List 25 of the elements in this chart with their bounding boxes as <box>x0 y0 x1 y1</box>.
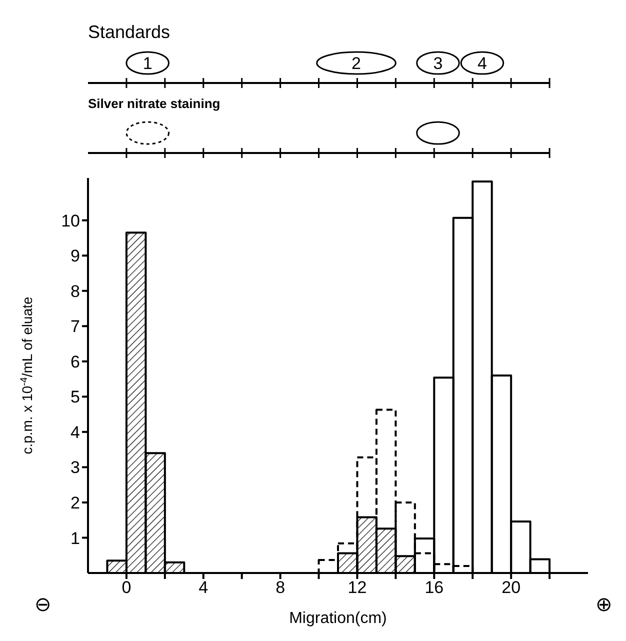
y-tick-label: 9 <box>70 246 80 266</box>
y-tick-label: 1 <box>70 528 80 548</box>
y-tick-label: 4 <box>70 422 80 442</box>
x-tick-label: 16 <box>424 578 444 598</box>
y-tick-label: 2 <box>70 494 80 512</box>
text: 3 <box>433 54 443 73</box>
text: Standards <box>88 22 170 42</box>
text: 2 <box>352 54 362 73</box>
text: Silver nitrate staining <box>88 96 220 111</box>
x-tick-label: 0 <box>122 578 132 598</box>
x-tick-label: 8 <box>276 578 286 598</box>
y-tick-label: 7 <box>70 317 80 336</box>
text: ⊖ <box>34 594 52 616</box>
x-axis-title: Migration(cm) <box>289 610 387 627</box>
x-tick-label: 20 <box>502 578 521 598</box>
y-tick-label: 3 <box>70 458 80 478</box>
x-tick-label: 4 <box>198 578 208 598</box>
text: 4 <box>477 54 487 73</box>
text: 1 <box>142 54 152 73</box>
text: ⊕ <box>596 594 612 616</box>
y-tick-label: 8 <box>70 282 80 301</box>
y-tick-label: 5 <box>70 388 80 407</box>
y-tick-label: 6 <box>70 352 80 372</box>
y-tick-label: 10 <box>61 211 80 230</box>
x-tick-label: 12 <box>348 578 367 598</box>
